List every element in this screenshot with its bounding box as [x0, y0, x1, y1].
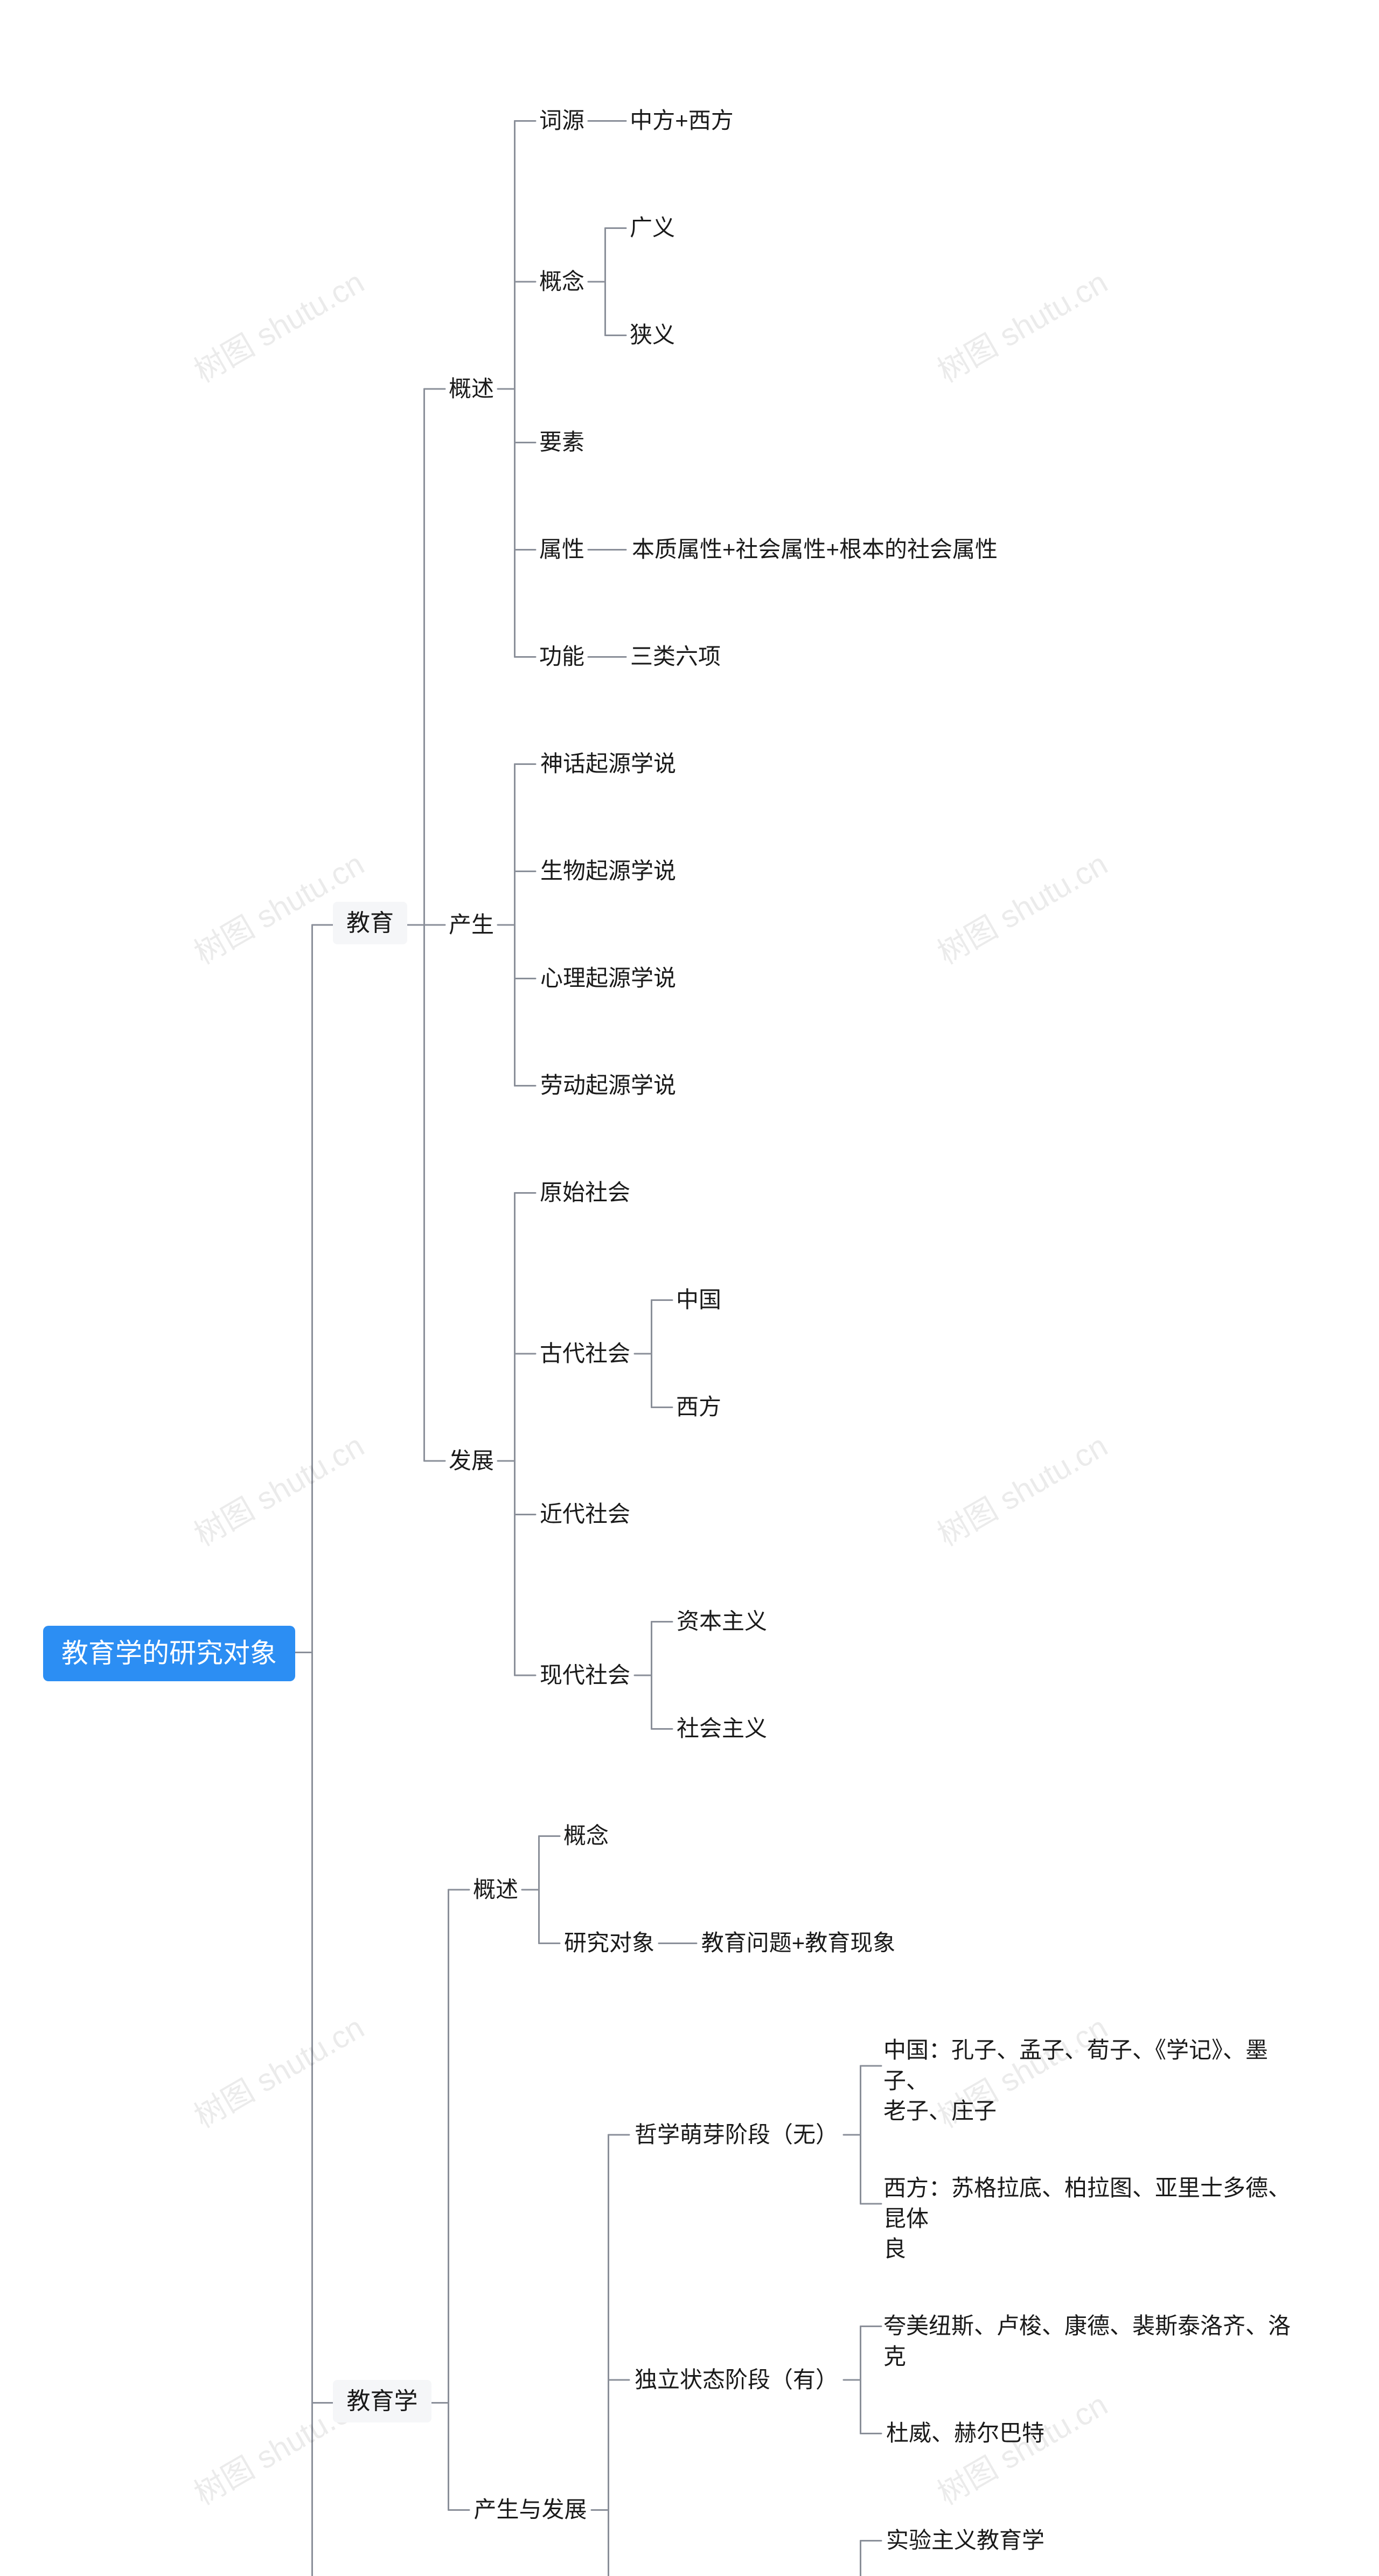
node-ped-dev[interactable]: 产生与发展 — [469, 2491, 591, 2529]
node-edu-orig-3[interactable]: 心理起源学说 — [535, 960, 681, 997]
node-edu-dev-4-1[interactable]: 资本主义 — [672, 1603, 771, 1640]
node-edu-dev-4[interactable]: 现代社会 — [535, 1657, 635, 1694]
mindmap-canvas: 树图 shutu.cn 树图 shutu.cn 树图 shutu.cn 树图 shut… — [0, 0, 1379, 2576]
node-edu-ovw-2[interactable]: 概念 — [535, 263, 588, 301]
node-ped-dev-2[interactable]: 独立状态阶段（有） — [629, 2362, 844, 2399]
node-edu-dev-1[interactable]: 原始社会 — [535, 1174, 635, 1212]
node-edu[interactable]: 教育 — [333, 902, 407, 944]
watermark: 树图 shutu.cn — [928, 257, 1115, 391]
node-ped-ovw-1[interactable]: 概念 — [560, 1818, 612, 1855]
watermark: 树图 shutu.cn — [185, 257, 371, 391]
node-ped-dev-1-1[interactable]: 中国：孔子、孟子、荀子、《学记》、墨子、 老子、庄子 — [881, 2032, 1297, 2130]
watermark: 树图 shutu.cn — [928, 839, 1115, 973]
node-edu-ovw-2-1[interactable]: 广义 — [626, 210, 679, 247]
watermark: 树图 shutu.cn — [185, 1421, 371, 1555]
node-edu-orig-2[interactable]: 生物起源学说 — [535, 853, 681, 890]
node-edu-dev-2-1[interactable]: 中国 — [672, 1282, 725, 1319]
node-root[interactable]: 教育学的研究对象 — [43, 1626, 295, 1682]
node-edu-dev-4-2[interactable]: 社会主义 — [672, 1710, 771, 1747]
node-edu-ovw-4[interactable]: 属性 — [535, 531, 588, 568]
node-ped-dev-2-2[interactable]: 杜威、赫尔巴特 — [881, 2415, 1049, 2452]
node-ped-ovw-2[interactable]: 研究对象 — [560, 1925, 659, 1962]
node-edu-ovw-5[interactable]: 功能 — [535, 638, 588, 676]
node-edu-dev[interactable]: 发展 — [445, 1443, 498, 1480]
node-edu-ovw[interactable]: 概述 — [445, 371, 498, 408]
node-ped-dev-2-1[interactable]: 夸美纽斯、卢梭、康德、裴斯泰洛齐、洛克 — [881, 2308, 1297, 2375]
watermark: 树图 shutu.cn — [185, 2003, 371, 2136]
node-edu-dev-2-2[interactable]: 西方 — [672, 1389, 725, 1426]
node-edu-ovw-4-1[interactable]: 本质属性+社会属性+根本的社会属性 — [626, 531, 1004, 568]
node-ped-dev-1-2[interactable]: 西方：苏格拉底、柏拉图、亚里士多德、昆体 良 — [881, 2170, 1297, 2268]
node-edu-ovw-5-1[interactable]: 三类六项 — [626, 638, 725, 676]
watermark: 树图 shutu.cn — [928, 1421, 1115, 1555]
node-ped-dev-3-1[interactable]: 实验主义教育学 — [881, 2522, 1049, 2559]
node-edu-orig-4[interactable]: 劳动起源学说 — [535, 1067, 681, 1104]
node-ped-ovw-2-1[interactable]: 教育问题+教育现象 — [697, 1925, 900, 1962]
node-edu-ovw-2-2[interactable]: 狭义 — [626, 317, 679, 354]
node-ped-ovw[interactable]: 概述 — [469, 1871, 522, 1909]
node-edu-ovw-1[interactable]: 词源 — [535, 102, 588, 140]
node-ped-dev-1[interactable]: 哲学萌芽阶段（无） — [629, 2117, 844, 2154]
node-edu-ovw-3[interactable]: 要素 — [535, 424, 588, 461]
node-edu-orig[interactable]: 产生 — [445, 907, 498, 944]
node-edu-ovw-1-1[interactable]: 中方+西方 — [626, 102, 737, 140]
node-ped[interactable]: 教育学 — [333, 2380, 431, 2422]
node-edu-dev-3[interactable]: 近代社会 — [535, 1496, 635, 1533]
node-edu-dev-2[interactable]: 古代社会 — [535, 1335, 635, 1373]
node-edu-orig-1[interactable]: 神话起源学说 — [535, 746, 681, 783]
